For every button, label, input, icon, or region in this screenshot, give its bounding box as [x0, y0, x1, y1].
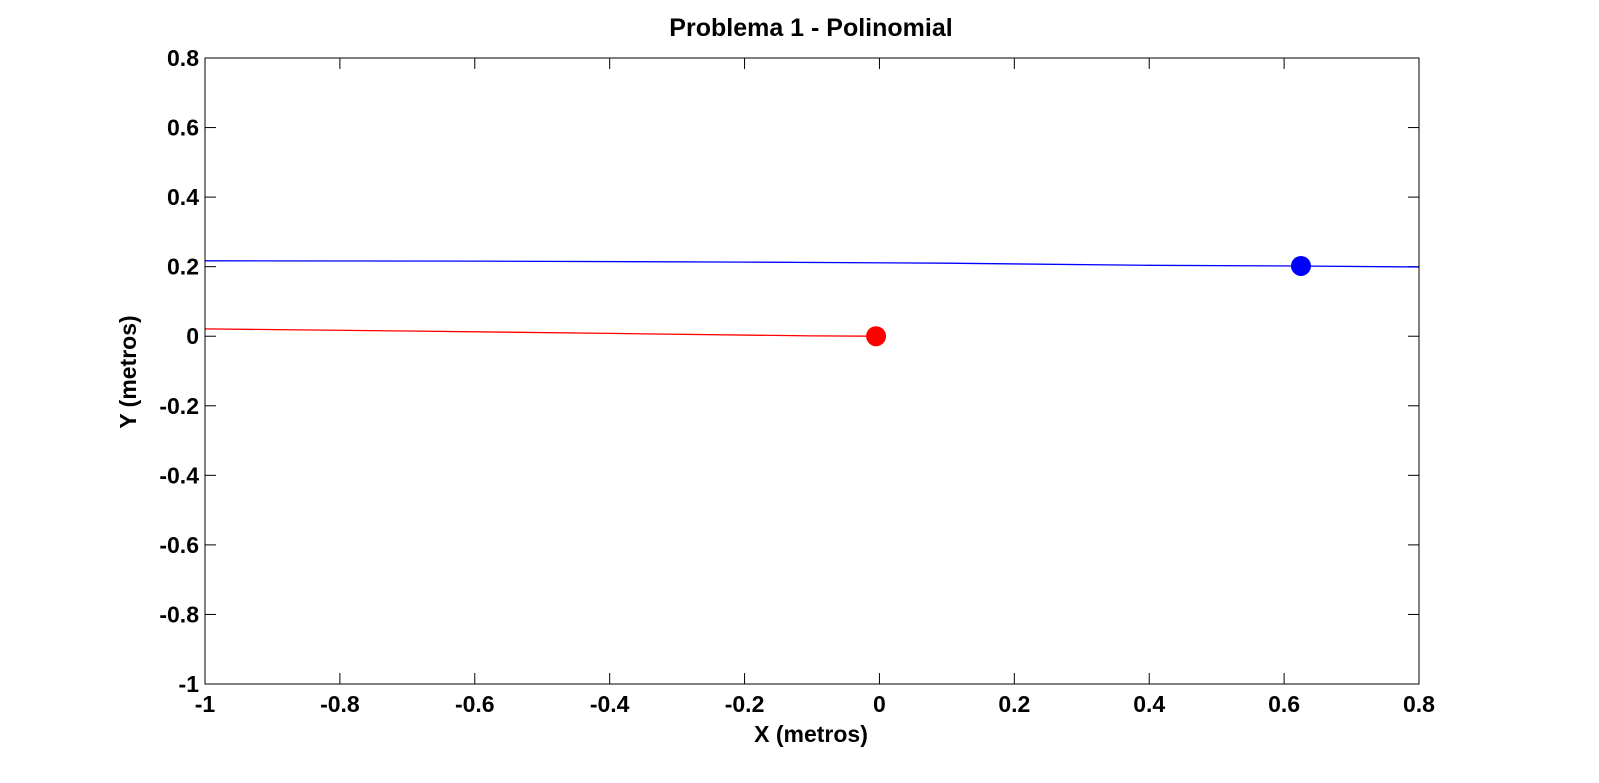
x-tick-label: -1: [195, 691, 216, 717]
y-tick-label: -1: [179, 671, 200, 697]
x-tick-label: -0.6: [455, 691, 495, 717]
x-tick-label: 0: [873, 691, 886, 717]
plot-area-background: [205, 58, 1419, 684]
y-tick-labels: -1 -0.8 -0.6 -0.4 -0.2 0 0.2 0.4 0.6 0.8: [159, 45, 199, 697]
y-axis-title: Y (metros): [115, 315, 141, 428]
y-tick-label: 0.2: [167, 254, 199, 280]
series-layer: [204, 255, 1420, 347]
y-tick-label: 0: [186, 323, 199, 349]
x-tick-label: 0.4: [1133, 691, 1165, 717]
x-tick-label: -0.4: [590, 691, 630, 717]
y-tick-label: 0.8: [167, 45, 199, 71]
y-tick-label: -0.2: [159, 393, 199, 419]
y-tick-label: -0.4: [159, 462, 199, 488]
chart-title: Problema 1 - Polinomial: [669, 14, 952, 42]
x-tick-labels: -1 -0.8 -0.6 -0.4 -0.2 0 0.2 0.4 0.6 0.8: [195, 691, 1435, 717]
series-marker-1: [1290, 255, 1311, 276]
y-tick-label: -0.8: [159, 601, 199, 627]
x-tick-label: 0.2: [998, 691, 1030, 717]
x-tick-label: -0.8: [320, 691, 360, 717]
x-tick-label: 0.8: [1403, 691, 1435, 717]
y-tick-label: -0.6: [159, 532, 199, 558]
plot-area-frame: [204, 57, 1420, 685]
x-axis-title: X (metros): [754, 721, 868, 747]
series-marker-2: [866, 326, 887, 347]
series-line-2: [204, 328, 877, 337]
x-tick-label: 0.6: [1268, 691, 1300, 717]
y-tick-label: 0.6: [167, 115, 199, 141]
y-tick-label: 0.4: [167, 184, 199, 210]
x-tick-label: -0.2: [725, 691, 765, 717]
